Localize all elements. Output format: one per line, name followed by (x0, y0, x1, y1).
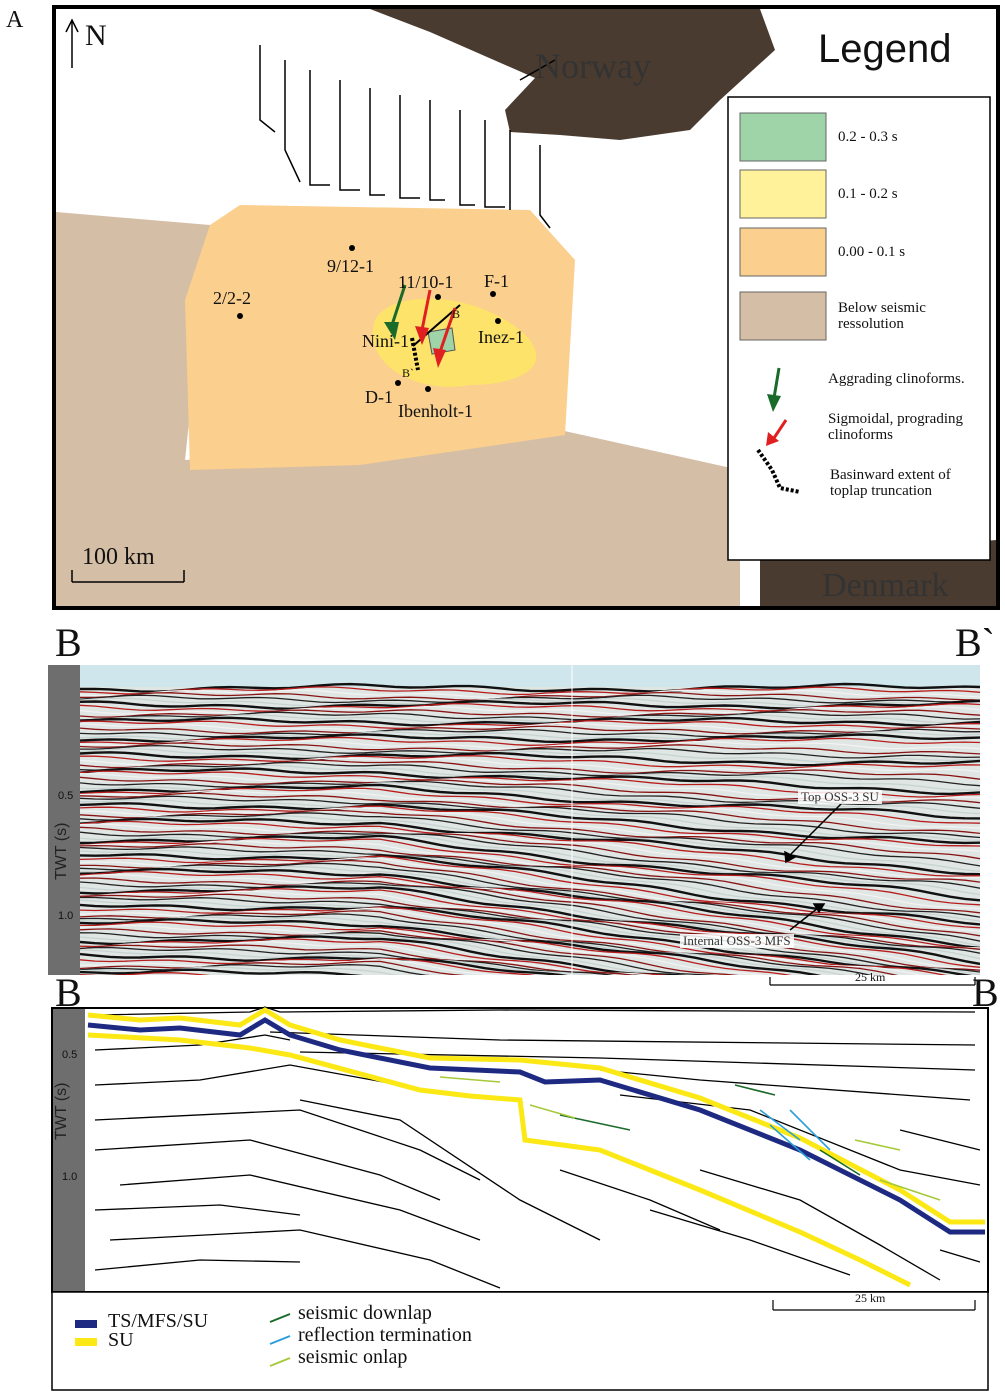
country-label: Denmark (822, 568, 949, 604)
legend-swatch (740, 228, 826, 276)
axis-tick-label: 1.0 (62, 1172, 77, 1184)
legend-label: 0.00 - 0.1 s (838, 245, 988, 261)
section-end-label: B` (402, 367, 414, 380)
axis-label: TWT (s) (54, 823, 71, 880)
legend-label: SU (108, 1330, 134, 1351)
well-label: D-1 (365, 388, 393, 407)
scale-label: 25 km (855, 971, 885, 984)
well-label: F-1 (484, 272, 509, 291)
legend-label: Aggrading clinoforms. (828, 372, 988, 388)
well-label: 11/10-1 (398, 273, 453, 292)
country-label: Norway (535, 48, 651, 86)
scale-label: 100 km (82, 545, 155, 570)
annotation: Top OSS-3 SU (798, 790, 882, 804)
section-end-label: B` (955, 622, 995, 664)
figure: A N Norway Denmark Legend 0.2 - 0.3 s 0.… (0, 0, 1005, 1395)
axis-tick-label: 0.5 (62, 1050, 77, 1062)
legend-label: 0.1 - 0.2 s (838, 187, 988, 203)
scale-label: 25 km (855, 1292, 885, 1305)
axis-bar (48, 665, 80, 975)
legend-swatch (75, 1320, 97, 1328)
well-label: Inez-1 (478, 328, 524, 347)
legend-swatch (740, 170, 826, 218)
north-label: N (85, 20, 107, 52)
legend-swatch (75, 1338, 97, 1346)
legend-swatch (740, 292, 826, 340)
legend-label: 0.2 - 0.3 s (838, 130, 988, 146)
legend-label: Below seismic ressolution (838, 301, 968, 333)
annotation: Internal OSS-3 MFS (680, 934, 794, 948)
well-label: 2/2-2 (213, 289, 251, 308)
legend-box (52, 1292, 988, 1390)
section-end-label: B (55, 622, 82, 664)
legend-label: Sigmoidal, prograding clinoforms (828, 412, 978, 444)
legend-title: Legend (818, 28, 951, 70)
legend-label: seismic onlap (298, 1347, 407, 1368)
legend-swatch (740, 113, 826, 161)
figure-graphics (0, 0, 1005, 1395)
legend-label: reflection termination (298, 1325, 472, 1346)
axis-tick-label: 0.5 (58, 791, 73, 803)
interpretation-frame (52, 1008, 988, 1292)
axis-tick-label: 1.0 (58, 911, 73, 923)
section-end-label: B (55, 972, 82, 1014)
section-end-label: B (972, 972, 999, 1014)
legend-label: Basinward extent of toplap truncation (830, 468, 970, 500)
well-label: Nini-1 (362, 332, 409, 351)
well-label: Ibenholt-1 (398, 402, 473, 421)
axis-label: TWT (s) (54, 1083, 71, 1140)
legend-label: seismic downlap (298, 1303, 432, 1324)
section-end-label: B (452, 308, 460, 321)
well-label: 9/12-1 (327, 257, 374, 276)
panel-label: A (6, 8, 23, 33)
